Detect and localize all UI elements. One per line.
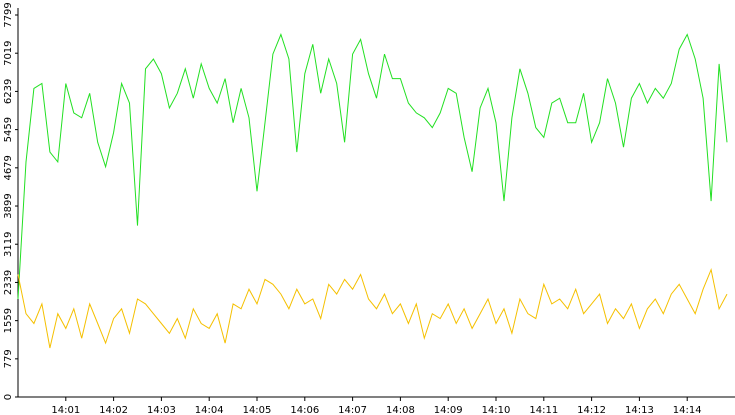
x-tick-label: 14:11 xyxy=(529,405,558,415)
line-series xyxy=(17,267,728,349)
x-tick-label: 14:04 xyxy=(195,405,224,415)
x-tick-label: 14:09 xyxy=(434,405,463,415)
line-series xyxy=(17,33,728,300)
x-tick-label: 14:06 xyxy=(290,405,319,415)
x-tick-label: 14:07 xyxy=(338,405,367,415)
y-tick-label: 4679 xyxy=(3,155,14,180)
y-tick-label: 5459 xyxy=(3,117,14,142)
x-tick-label: 14:08 xyxy=(386,405,415,415)
y-tick-label: 3899 xyxy=(3,193,14,218)
x-tick-label: 14:14 xyxy=(673,405,702,415)
x-tick-label: 14:05 xyxy=(243,405,272,415)
y-tick-label: 7799 xyxy=(3,2,14,27)
x-tick-label: 14:10 xyxy=(482,405,511,415)
y-tick-label: 6239 xyxy=(3,79,14,104)
x-tick-label: 14:03 xyxy=(147,405,176,415)
y-tick-label: 3119 xyxy=(3,232,14,257)
x-tick-label: 14:01 xyxy=(51,405,80,415)
y-tick-label: 779 xyxy=(3,349,14,368)
y-tick-label: 2339 xyxy=(3,270,14,295)
x-tick-label: 14:12 xyxy=(577,405,606,415)
y-tick-label: 0 xyxy=(3,394,14,400)
x-tick-label: 14:02 xyxy=(99,405,128,415)
x-tick-label: 14:13 xyxy=(625,405,654,415)
y-tick-label: 7019 xyxy=(3,40,14,65)
y-tick-label: 1559 xyxy=(3,308,14,333)
